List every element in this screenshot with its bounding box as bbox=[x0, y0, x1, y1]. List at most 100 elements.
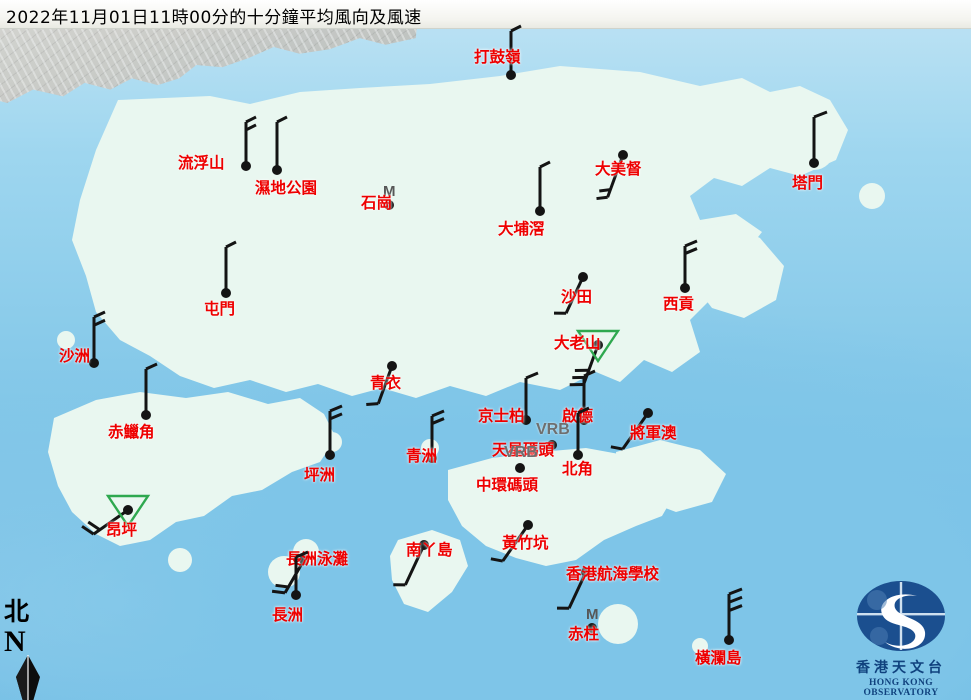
hko-logo-text-en: HONG KONG OBSERVATORY bbox=[863, 678, 939, 698]
wind-barb-icon bbox=[294, 550, 309, 595]
station-dot bbox=[384, 200, 394, 210]
wind-barb-icon bbox=[81, 508, 129, 536]
wind-barb-icon bbox=[244, 115, 257, 166]
station-dot bbox=[241, 161, 251, 171]
station-dot bbox=[523, 520, 533, 530]
wind-barb-icon bbox=[328, 404, 343, 455]
station-label: 坪洲 bbox=[304, 466, 336, 484]
station-label: 橫瀾島 bbox=[695, 649, 742, 667]
station-label: 流浮山 bbox=[178, 154, 225, 172]
station-label: 打鼓嶺 bbox=[474, 48, 521, 66]
station-label: 長洲 bbox=[272, 606, 304, 624]
wind-barb-icon bbox=[92, 310, 106, 363]
station-label: 昂坪 bbox=[106, 521, 138, 539]
station-label: 中環碼頭 bbox=[476, 476, 539, 494]
station-dot bbox=[547, 440, 557, 450]
hko-logo-mark-icon bbox=[855, 580, 947, 656]
compass-label-en: N bbox=[4, 625, 26, 658]
station-label: 大老山 bbox=[554, 334, 601, 352]
station-dot bbox=[419, 540, 429, 550]
station-dot bbox=[578, 272, 588, 282]
station-label: 大美督 bbox=[595, 160, 642, 178]
station-dot bbox=[643, 408, 653, 418]
station-label: 濕地公園 bbox=[255, 179, 318, 197]
station-dot bbox=[506, 70, 516, 80]
wind-barb-icon bbox=[275, 115, 288, 170]
wind-barb-icon bbox=[524, 371, 539, 420]
station-label: 赤柱 bbox=[568, 625, 600, 643]
station-label: 香港航海學校 bbox=[566, 565, 660, 583]
compass-label-cn: 北 bbox=[4, 597, 30, 626]
station-label: 塔門 bbox=[792, 174, 824, 192]
station-dot bbox=[587, 623, 597, 633]
wind-barb-icon bbox=[812, 110, 828, 163]
station-label: 黃竹坑 bbox=[502, 534, 549, 552]
variable-wind-code: VRB bbox=[536, 421, 570, 438]
station-label: 赤鱲角 bbox=[108, 423, 155, 441]
wind-barb-icon bbox=[538, 160, 551, 211]
wind-barb-icon bbox=[490, 524, 530, 563]
station-dot bbox=[325, 450, 335, 460]
station-dot bbox=[680, 283, 690, 293]
wind-barb-icon bbox=[553, 276, 585, 315]
station-dot bbox=[809, 158, 819, 168]
wind-barb-icon bbox=[576, 406, 590, 455]
wind-barb-icon bbox=[224, 240, 237, 293]
wind-barb-icon bbox=[144, 362, 158, 415]
compass-needle-icon bbox=[16, 655, 40, 700]
station-dot bbox=[427, 453, 437, 463]
wind-barb-icon bbox=[430, 409, 445, 458]
station-label: 石崗 bbox=[361, 194, 393, 212]
station-dot bbox=[272, 165, 282, 175]
station-label: 南丫島 bbox=[406, 541, 453, 559]
station-label: 沙田 bbox=[561, 288, 593, 306]
station-dot bbox=[123, 505, 133, 515]
variable-wind-code: VRB bbox=[504, 444, 538, 461]
station-label: 青洲 bbox=[406, 447, 438, 465]
wind-barb-icon bbox=[366, 365, 394, 407]
station-dot bbox=[299, 555, 309, 565]
gust-triangle-icon bbox=[105, 494, 151, 529]
station-label: 屯門 bbox=[204, 300, 236, 318]
station-dot bbox=[141, 410, 151, 420]
missing-data-code: M bbox=[383, 183, 396, 200]
station-label: 京士柏 bbox=[478, 407, 525, 425]
station-dot bbox=[579, 415, 589, 425]
wind-barb-icon bbox=[556, 571, 588, 610]
wind-barb-icon bbox=[582, 369, 596, 420]
station-label: 沙洲 bbox=[59, 347, 91, 365]
wind-barb-icon bbox=[596, 154, 625, 201]
station-dot bbox=[521, 415, 531, 425]
station-dot bbox=[618, 150, 628, 160]
hko-logo-text-zh: 香港天文台 bbox=[856, 660, 946, 676]
wind-barb-icon bbox=[393, 544, 426, 587]
station-label: 西貢 bbox=[663, 295, 695, 313]
station-label: 北角 bbox=[562, 460, 594, 478]
station-dot bbox=[291, 590, 301, 600]
station-dot bbox=[515, 463, 525, 473]
wind-barb-icon bbox=[509, 24, 522, 75]
station-dot bbox=[221, 288, 231, 298]
station-dot bbox=[89, 358, 99, 368]
title-bar: 2022年11月01日11時00分的十分鐘平均風向及風速 bbox=[0, 0, 971, 29]
compass-rose: 北 N bbox=[4, 592, 54, 700]
wind-barb-icon bbox=[727, 587, 743, 640]
station-dot bbox=[724, 635, 734, 645]
station-dot bbox=[593, 340, 603, 350]
station-dot bbox=[535, 206, 545, 216]
wind-barb-icon bbox=[610, 412, 650, 451]
station-label: 青衣 bbox=[370, 374, 402, 392]
hko-logo: 香港天文台 HONG KONG OBSERVATORY bbox=[837, 580, 965, 698]
gust-triangle-icon bbox=[575, 329, 621, 364]
station-dot bbox=[581, 567, 591, 577]
station-dot bbox=[573, 450, 583, 460]
station-label: 天星碼頭 bbox=[492, 441, 555, 459]
missing-data-code: M bbox=[586, 606, 599, 623]
station-label: 大埔滘 bbox=[498, 220, 545, 238]
station-label: 將軍澳 bbox=[630, 424, 677, 442]
page-title: 2022年11月01日11時00分的十分鐘平均風向及風速 bbox=[6, 8, 422, 28]
wind-barb-icon bbox=[683, 239, 698, 288]
station-dot bbox=[387, 361, 397, 371]
